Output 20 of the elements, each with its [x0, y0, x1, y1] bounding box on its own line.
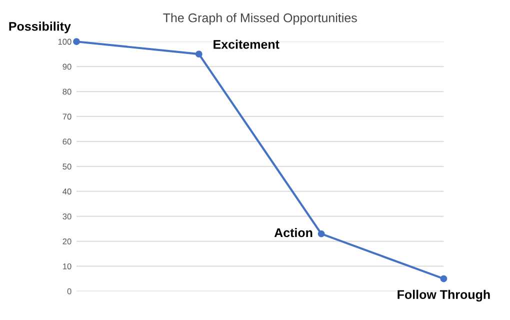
y-tick-label: 60	[62, 138, 72, 145]
point	[440, 275, 448, 282]
point	[195, 50, 202, 58]
y-tick-label: 80	[62, 88, 72, 95]
y-tick-label: 0	[67, 288, 72, 294]
data-label: Possibility	[9, 22, 71, 34]
y-tick-label: 90	[62, 64, 72, 70]
point	[73, 38, 80, 46]
y-tick-label: 10	[63, 263, 72, 270]
y-tick-label: 100	[58, 38, 72, 45]
y-tick-label: 40	[62, 188, 72, 194]
data-label: Action	[274, 228, 312, 238]
data-label: Excitement	[214, 40, 280, 49]
chart-title: The Graph of Missed Opportunities	[163, 13, 357, 25]
y-tick-label: 20	[62, 238, 72, 244]
y-tick-label: 30	[62, 214, 72, 220]
point	[318, 230, 325, 238]
y-tick-label: 50	[62, 164, 72, 170]
data-label: Follow Through	[398, 290, 490, 302]
y-tick-label: 70	[62, 114, 72, 120]
